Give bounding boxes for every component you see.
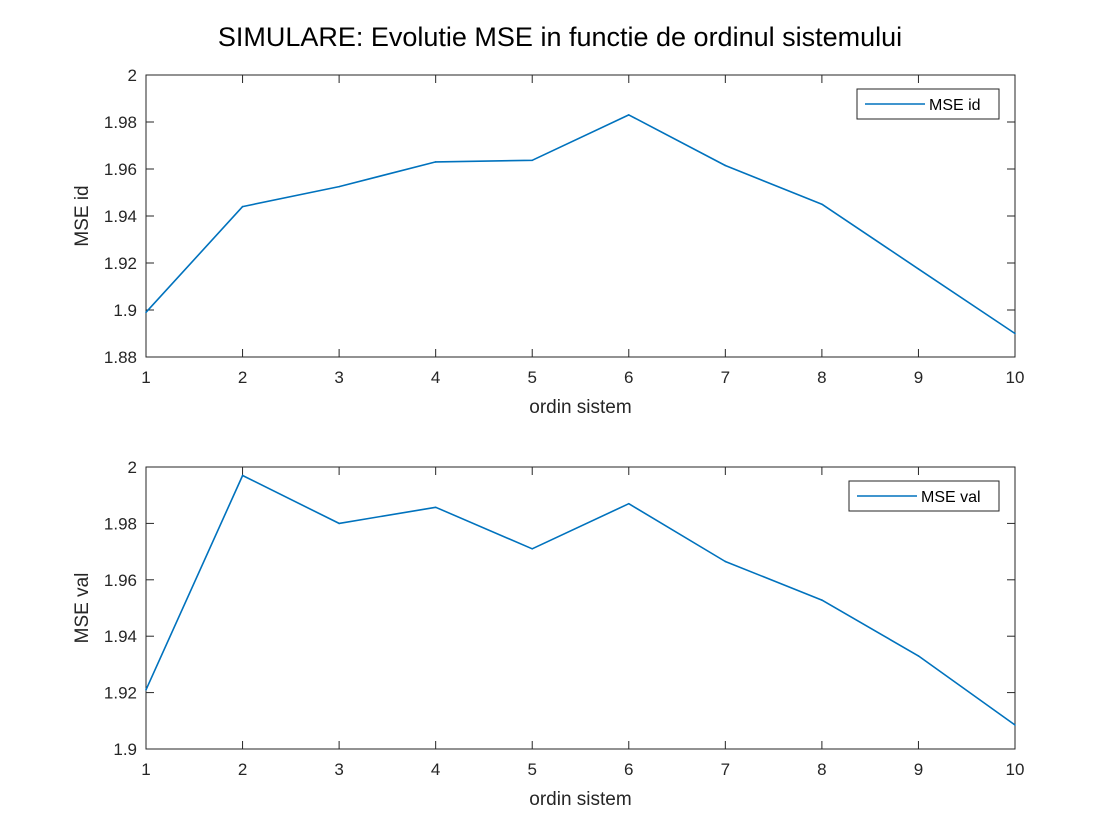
data-point <box>338 522 340 525</box>
data-point <box>338 185 340 188</box>
axes-box <box>145 466 1016 750</box>
data-point <box>1014 332 1016 335</box>
y-tick-label: 1.96 <box>104 160 137 179</box>
x-tick-label: 1 <box>141 368 150 387</box>
y-tick-label: 1.96 <box>104 571 137 590</box>
data-point <box>531 547 534 550</box>
series-line <box>145 474 1016 726</box>
data-point <box>821 599 823 601</box>
legend-box <box>856 88 1000 120</box>
plots-layer: 1 2 3 4 5 6 7 8 9 101.881.91.921.941.961.982ordin… <box>72 66 1024 810</box>
y-tick-label: 1.88 <box>104 348 137 367</box>
data-point <box>627 502 630 505</box>
x-tick-label: 7 <box>721 760 730 779</box>
legend-entry-label: MSE id <box>929 97 981 114</box>
x-tick-label: 9 <box>914 760 923 779</box>
x-tick-label: 10 <box>1006 760 1025 779</box>
data-point <box>627 114 630 116</box>
x-tick-label: 5 <box>527 368 536 387</box>
x-tick-label: 8 <box>817 368 826 387</box>
x-tick-label: 5 <box>527 760 536 779</box>
x-tick-label: 3 <box>334 760 343 779</box>
y-axis-label: MSE id <box>72 185 93 246</box>
y-tick-label: 1.94 <box>104 207 137 226</box>
x-tick-label: 6 <box>624 760 633 779</box>
data-point <box>241 205 244 208</box>
data-point <box>917 268 920 270</box>
figure-title: SIMULARE: Evolutie MSE in functie de ord… <box>218 22 902 52</box>
series-line <box>145 114 1016 335</box>
legend-entry-label: MSE val <box>921 489 981 506</box>
y-tick-label: 1.94 <box>104 627 137 646</box>
data-point <box>145 688 147 691</box>
subplot-2: 1 2 3 4 5 6 7 8 9 10 1.9 1.92 1.94 1.96 1.98 2 ordin sis… <box>72 458 1024 810</box>
data-point <box>821 203 823 206</box>
y-tick-label: 1.98 <box>104 514 137 533</box>
y-tick-label: 2 <box>128 458 137 477</box>
x-axis-label: ordin sistem <box>529 397 631 418</box>
y-tick-label: 1.92 <box>104 254 137 273</box>
x-tick-label: 9 <box>914 368 923 387</box>
x-tick-label: 2 <box>238 760 247 779</box>
y-tick-label: 1.9 <box>113 740 137 759</box>
x-tick-label: 10 <box>1006 368 1025 387</box>
subplot-1: 1 2 3 4 5 6 7 8 9 10 1.88 1.9 1.92 1.94 1.96 1.98 2 ordin… <box>72 66 1024 418</box>
x-axis-label: ordin sistem <box>529 789 631 810</box>
x-tick-label: 7 <box>721 368 730 387</box>
legend: MSE id <box>856 88 1000 120</box>
x-tick-label: 3 <box>334 368 343 387</box>
data-point <box>145 311 147 314</box>
data-point <box>1014 724 1016 726</box>
x-tick-label: 8 <box>817 760 826 779</box>
y-tick-label: 2 <box>128 66 137 85</box>
data-point <box>434 161 437 163</box>
data-point <box>434 506 437 509</box>
data-point <box>917 655 920 657</box>
x-tick-label: 6 <box>624 368 633 387</box>
y-tick-label: 1.9 <box>113 301 137 320</box>
y-tick-label: 1.98 <box>104 113 137 132</box>
data-point <box>724 560 727 563</box>
data-point <box>724 164 727 167</box>
y-axis-label: MSE val <box>72 573 93 644</box>
x-tick-label: 1 <box>141 760 150 779</box>
x-tick-label: 4 <box>431 368 440 387</box>
data-point <box>531 159 534 162</box>
data-point <box>241 474 244 477</box>
legend: MSE val <box>848 480 1000 512</box>
x-tick-label: 4 <box>431 760 440 779</box>
y-tick-label: 1.92 <box>104 684 137 703</box>
x-tick-label: 2 <box>238 368 247 387</box>
